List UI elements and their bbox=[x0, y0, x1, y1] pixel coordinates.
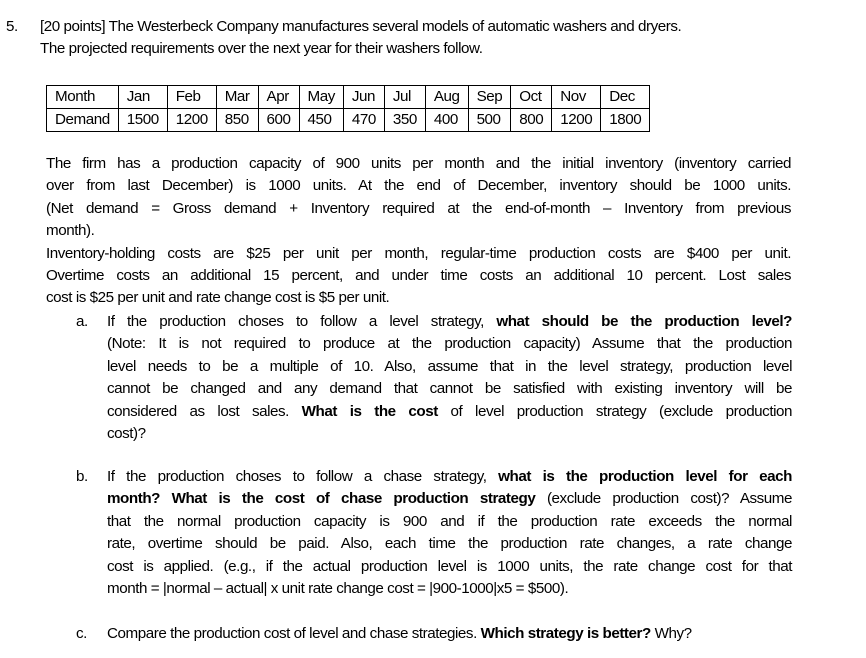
question-intro-line-1: 5. [20 points] The Westerbeck Company man… bbox=[6, 16, 806, 38]
month-cell: Oct bbox=[510, 85, 553, 109]
part-c-bold-question: Which strategy is better? bbox=[480, 625, 652, 642]
part-b-line: If the production choses to follow a cha… bbox=[107, 466, 792, 488]
part-b-line: cost is applied. (e.g., if the actual pr… bbox=[107, 557, 792, 575]
part-c-text: Compare the production cost of level and… bbox=[107, 625, 481, 642]
demand-cell: 1200 bbox=[551, 108, 602, 132]
table-row-month: Month Jan Feb Mar Apr May Jun Jul Aug Se… bbox=[46, 85, 651, 109]
part-b-line: that the normal production capacity is 9… bbox=[107, 512, 792, 530]
month-cell: Mar bbox=[215, 85, 259, 109]
demand-table: Month Jan Feb Mar Apr May Jun Jul Aug Se… bbox=[46, 85, 651, 132]
demand-cell: 800 bbox=[510, 108, 553, 132]
month-cell: Feb bbox=[166, 85, 217, 109]
question-number: 5. bbox=[6, 18, 18, 35]
context-line: over from last December) is 1000 units. … bbox=[46, 177, 791, 195]
demand-cell: 1800 bbox=[600, 108, 651, 132]
demand-cell: 850 bbox=[215, 108, 259, 132]
demand-cell: 470 bbox=[342, 108, 385, 132]
part-a-text: If the production choses to follow a lev… bbox=[107, 313, 497, 330]
month-cell: Jul bbox=[383, 85, 426, 109]
row-header-demand: Demand bbox=[46, 108, 119, 132]
demand-cell: 500 bbox=[467, 108, 512, 132]
part-a-line: (Note: It is not required to produce at … bbox=[107, 335, 792, 353]
part-a-line: If the production choses to follow a lev… bbox=[107, 311, 792, 333]
part-b-text: (exclude production cost)? Assume bbox=[535, 490, 792, 508]
part-a-bold-question: What is the cost bbox=[301, 402, 439, 420]
part-a-line: level needs to be a multiple of 10. Also… bbox=[107, 357, 792, 375]
part-a-marker: a. bbox=[76, 313, 88, 330]
context-line: (Net demand = Gross demand + Inventory r… bbox=[46, 199, 791, 217]
month-cell: May bbox=[298, 85, 344, 109]
part-a-text: of level production strategy (exclude pr… bbox=[437, 402, 793, 420]
part-b-line: month? What is the cost of chase product… bbox=[107, 488, 792, 510]
context-paragraph: The firm has a production capacity of 90… bbox=[46, 153, 791, 310]
part-c-text: Why? bbox=[650, 625, 692, 642]
part-a-body: If the production choses to follow a lev… bbox=[107, 311, 792, 445]
question-intro-text: [20 points] The Westerbeck Company manuf… bbox=[40, 18, 682, 35]
part-a-bold-question: what should be the production level? bbox=[496, 313, 792, 330]
demand-cell: 600 bbox=[257, 108, 300, 132]
part-c: c. Compare the production cost of level … bbox=[76, 623, 792, 645]
demand-cell: 1500 bbox=[117, 108, 168, 132]
part-c-body: Compare the production cost of level and… bbox=[107, 623, 792, 645]
context-line: Inventory-holding costs are $25 per unit… bbox=[46, 244, 791, 262]
demand-cell: 350 bbox=[383, 108, 426, 132]
month-cell: Jan bbox=[117, 85, 168, 109]
part-b-body: If the production choses to follow a cha… bbox=[107, 466, 792, 600]
part-b-line: month = |normal – actual| x unit rate ch… bbox=[107, 580, 569, 598]
part-a-line: cannot be changed and any demand that ca… bbox=[107, 380, 792, 398]
demand-cell: 450 bbox=[298, 108, 344, 132]
part-a-text: considered as lost sales. bbox=[107, 402, 302, 420]
context-line: month). bbox=[46, 222, 95, 240]
part-b-text: If the production choses to follow a cha… bbox=[107, 468, 499, 485]
month-cell: Nov bbox=[551, 85, 602, 109]
part-b-marker: b. bbox=[76, 468, 88, 485]
part-a-line: cost)? bbox=[107, 425, 146, 443]
month-cell: Aug bbox=[424, 85, 469, 109]
part-b-line: rate, overtime should be paid. Also, eac… bbox=[107, 535, 792, 553]
demand-cell: 1200 bbox=[166, 108, 217, 132]
month-cell: Sep bbox=[467, 85, 512, 109]
context-line: cost is $25 per unit and rate change cos… bbox=[46, 289, 390, 307]
part-c-marker: c. bbox=[76, 625, 87, 642]
part-a: a. If the production choses to follow a … bbox=[76, 311, 792, 445]
question-header: 5. [20 points] The Westerbeck Company man… bbox=[6, 16, 806, 61]
part-a-line: considered as lost sales. What is the co… bbox=[107, 401, 792, 423]
table-row-demand: Demand 1500 1200 850 600 450 470 350 400… bbox=[46, 108, 651, 132]
month-cell: Apr bbox=[257, 85, 300, 109]
month-cell: Dec bbox=[600, 85, 651, 109]
row-header-month: Month bbox=[46, 85, 119, 109]
context-line: Overtime costs an additional 15 percent,… bbox=[46, 267, 791, 285]
demand-cell: 400 bbox=[424, 108, 469, 132]
month-cell: Jun bbox=[342, 85, 385, 109]
context-line: The firm has a production capacity of 90… bbox=[46, 155, 791, 172]
part-b-bold-question: month? What is the cost of chase product… bbox=[107, 490, 536, 508]
part-b-bold-question: what is the production level for each bbox=[498, 468, 793, 485]
part-b: b. If the production choses to follow a … bbox=[76, 466, 792, 600]
part-c-line: Compare the production cost of level and… bbox=[107, 623, 792, 645]
question-intro-line-2: The projected requirements over the next… bbox=[40, 40, 483, 58]
